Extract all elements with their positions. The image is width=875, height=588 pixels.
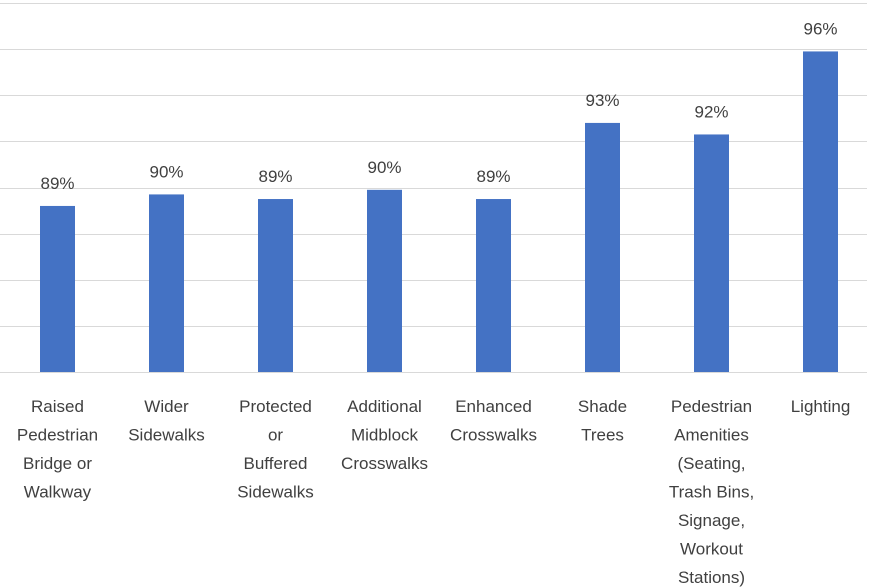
category-label-line: Sidewalks bbox=[237, 483, 314, 502]
category-label-line: Midblock bbox=[351, 426, 419, 445]
category-label-line: Protected bbox=[239, 397, 312, 416]
bar bbox=[803, 51, 838, 373]
category-label: Additional Midblock Crosswalks bbox=[341, 397, 428, 473]
category-label-line: Stations) bbox=[678, 568, 745, 587]
data-label: 92% bbox=[694, 102, 728, 121]
category-label-line: Crosswalks bbox=[341, 454, 428, 473]
category-label-line: Buffered bbox=[244, 454, 308, 473]
category-label-line: Shade bbox=[578, 397, 627, 416]
category-labels: Raised Pedestrian Bridge or Walkway Wider Sid… bbox=[17, 397, 850, 587]
category-label: Protected or Buffered Sidewalks bbox=[237, 397, 314, 502]
data-label: 90% bbox=[149, 162, 183, 181]
bar bbox=[258, 199, 293, 372]
data-labels: 89% 90% 89% 90% 89% 93% 92% 96% bbox=[40, 19, 837, 193]
category-label: Pedestrian Amenities (Seating, Trash Bins, S… bbox=[669, 397, 754, 587]
bar bbox=[149, 194, 184, 372]
category-label-line: or bbox=[268, 426, 283, 445]
category-label-line: Enhanced bbox=[455, 397, 532, 416]
category-label-line: Pedestrian bbox=[17, 426, 98, 445]
category-label-line: Amenities bbox=[674, 426, 749, 445]
bar bbox=[476, 199, 511, 372]
data-label: 89% bbox=[258, 167, 292, 186]
category-label-line: Wider bbox=[144, 397, 189, 416]
category-label-line: Workout bbox=[680, 540, 743, 559]
category-label-line: Pedestrian bbox=[671, 397, 752, 416]
category-label-line: (Seating, bbox=[677, 454, 745, 473]
category-label: Lighting bbox=[791, 397, 851, 416]
category-label: Shade Trees bbox=[578, 397, 627, 445]
bar bbox=[694, 134, 729, 372]
category-label: Wider Sidewalks bbox=[128, 397, 205, 445]
category-label-line: Walkway bbox=[24, 483, 92, 502]
data-label: 90% bbox=[367, 158, 401, 177]
category-label-line: Lighting bbox=[791, 397, 851, 416]
bar bbox=[585, 122, 620, 372]
category-label-line: Trees bbox=[581, 426, 624, 445]
category-label: Raised Pedestrian Bridge or Walkway bbox=[17, 397, 98, 502]
data-label: 93% bbox=[585, 91, 619, 110]
bar bbox=[367, 189, 402, 372]
data-label: 96% bbox=[803, 19, 837, 38]
category-label-line: Signage, bbox=[678, 511, 745, 530]
category-label: Enhanced Crosswalks bbox=[450, 397, 537, 445]
data-label: 89% bbox=[476, 167, 510, 186]
category-label-line: Crosswalks bbox=[450, 426, 537, 445]
category-label-line: Bridge or bbox=[23, 454, 92, 473]
bar bbox=[40, 205, 75, 372]
data-label: 89% bbox=[40, 174, 74, 193]
gridlines bbox=[0, 3, 867, 373]
bars bbox=[40, 51, 838, 373]
category-label-line: Sidewalks bbox=[128, 426, 205, 445]
category-label-line: Raised bbox=[31, 397, 84, 416]
category-label-line: Additional bbox=[347, 397, 422, 416]
category-label-line: Trash Bins, bbox=[669, 483, 754, 502]
